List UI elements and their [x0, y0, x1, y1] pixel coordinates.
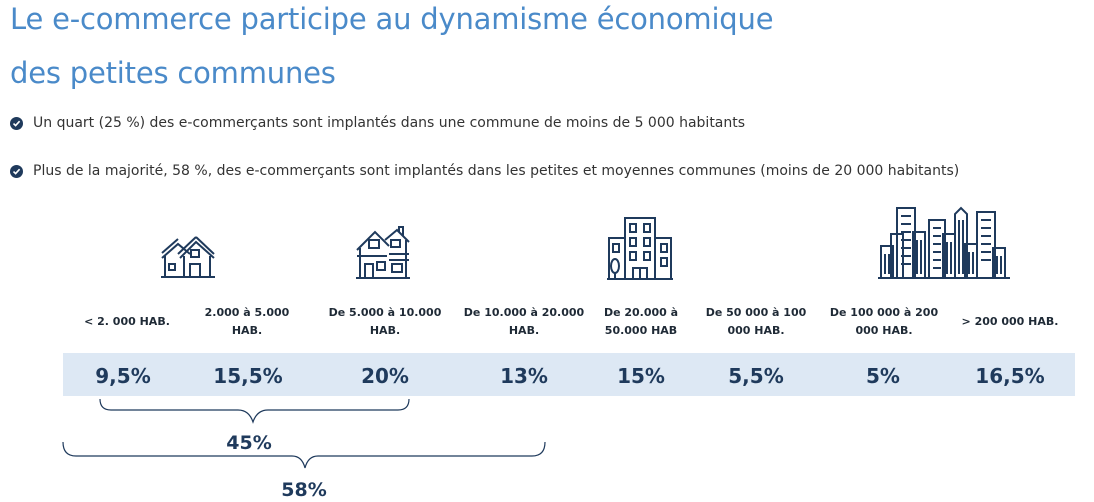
houses-icon [160, 236, 216, 280]
page-subtitle: des petites communes [10, 56, 336, 90]
bullet-item: Un quart (25 %) des e-commerçants sont i… [10, 113, 745, 133]
category-header: De 50 000 à 100 000 HAB. [705, 306, 807, 337]
group-total-label: 45% [226, 432, 272, 454]
group-total-label: 58% [281, 479, 327, 501]
category-header: De 20.000 à 50.000 HAB [603, 306, 679, 337]
bullet-text: Plus de la majorité, 58 %, des e-commerç… [33, 163, 960, 179]
category-header: De 100 000 à 200 000 HAB. [829, 306, 939, 337]
check-circle-icon [10, 164, 23, 178]
category-header: > 200 000 HAB. [961, 315, 1059, 328]
value-cell: 16,5% [975, 364, 1045, 388]
category-header: < 2. 000 HAB. [84, 315, 170, 328]
category-header: 2.000 à 5.000 HAB. [204, 306, 290, 337]
value-cell: 5,5% [728, 364, 784, 388]
values-band [63, 353, 1075, 396]
city-skyline-icon [877, 204, 1011, 280]
bracket-58 [62, 441, 546, 469]
bracket-45 [99, 398, 410, 424]
house-icon [355, 226, 411, 280]
bullet-text: Un quart (25 %) des e-commerçants sont i… [33, 115, 746, 131]
value-cell: 20% [361, 364, 409, 388]
apartment-building-icon [607, 214, 673, 280]
value-cell: 15,5% [213, 364, 283, 388]
category-header: De 5.000 à 10.000 HAB. [328, 306, 442, 337]
value-cell: 5% [866, 364, 900, 388]
bullet-item: Plus de la majorité, 58 %, des e-commerç… [10, 161, 959, 181]
check-circle-icon [10, 116, 23, 130]
value-cell: 13% [500, 364, 548, 388]
page-title: Le e-commerce participe au dynamisme éco… [10, 2, 774, 36]
value-cell: 15% [617, 364, 665, 388]
category-header: De 10.000 à 20.000 HAB. [463, 306, 585, 337]
value-cell: 9,5% [95, 364, 151, 388]
